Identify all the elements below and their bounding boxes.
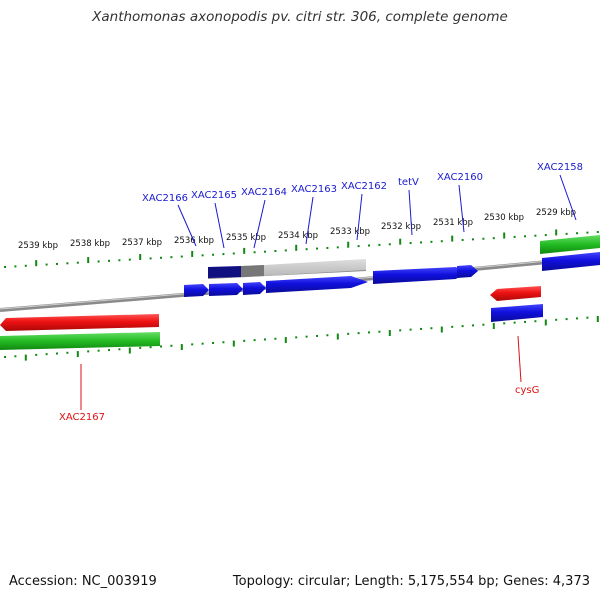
rna-track-lower [0, 332, 160, 350]
leader-line-tetv [408, 189, 413, 236]
gene-label-xac2165[interactable]: XAC2165 [191, 190, 237, 201]
gc-track-mid [241, 265, 264, 277]
scale-label-2534-kbp: 2534 kbp [278, 231, 318, 241]
gene-label-xac2164[interactable]: XAC2164 [241, 187, 287, 198]
forward-gene-labels: XAC2166 XAC2165 XAC2164 XAC2163 XAC2162 tetV X… [142, 162, 583, 249]
scale-label-2535-kbp: 2535 kbp [226, 233, 266, 243]
gc-track-dark [208, 266, 241, 278]
leader-line-xac2164 [253, 199, 266, 249]
scale-label-2531-kbp: 2531 kbp [433, 218, 473, 228]
leader-line-xac2163 [305, 196, 314, 245]
gc-track-light [264, 259, 366, 276]
leader-line-cysg [517, 335, 522, 383]
leader-line-xac2165 [214, 202, 225, 249]
rna-track-upper [540, 235, 600, 254]
scale-label-2539-kbp: 2539 kbp [18, 241, 58, 251]
gene-arrow-xac2165[interactable] [209, 283, 243, 296]
leader-line-xac2158 [559, 174, 577, 221]
gene-arrow-xac2163[interactable] [266, 276, 368, 293]
page-title: Xanthomonas axonopodis pv. citri str. 30… [92, 9, 508, 25]
gene-label-xac2162[interactable]: XAC2162 [341, 181, 387, 192]
reverse-gene-labels: XAC2167 cysG [59, 335, 539, 423]
accession-label: Accession: NC_003919 [9, 574, 157, 589]
scale-ticks [4, 229, 599, 361]
gene-label-xac2160[interactable]: XAC2160 [437, 172, 483, 183]
gene-arrow-xac2160[interactable] [457, 265, 478, 278]
leader-line-xac2160 [458, 184, 465, 233]
scale-label-2532-kbp: 2532 kbp [381, 222, 421, 232]
gene-label-xac2166[interactable]: XAC2166 [142, 193, 188, 204]
gene-arrow-xac2167[interactable] [0, 314, 159, 331]
leader-line-xac2166 [177, 204, 197, 247]
scale-label-2533-kbp: 2533 kbp [330, 227, 370, 237]
scale-label-2538-kbp: 2538 kbp [70, 239, 110, 249]
gene-arrow-xac2166[interactable] [184, 284, 209, 297]
gene-arrow-tetv[interactable] [373, 267, 464, 284]
gene-label-tetv[interactable]: tetV [398, 177, 419, 188]
gene-arrow-xac2158[interactable] [542, 252, 600, 271]
gene-arrow-xac2164[interactable] [243, 282, 266, 295]
gene-arrow-cysg[interactable] [490, 286, 541, 301]
leader-line-xac2162 [356, 193, 363, 241]
scale-label-2530-kbp: 2530 kbp [484, 213, 524, 223]
gene-label-xac2167[interactable]: XAC2167 [59, 412, 105, 423]
gene-label-xac2163[interactable]: XAC2163 [291, 184, 337, 195]
gene-label-cysg[interactable]: cysG [515, 385, 539, 396]
scale-label-2537-kbp: 2537 kbp [122, 238, 162, 248]
topology-label: Topology: circular; Length: 5,175,554 bp… [232, 574, 590, 589]
gene-block-lower-blue[interactable] [491, 304, 543, 322]
gene-label-xac2158[interactable]: XAC2158 [537, 162, 583, 173]
scale-label-2529-kbp: 2529 kbp [536, 208, 576, 218]
scale-labels: 2539 kbp 2538 kbp 2537 kbp 2536 kbp 2535 kbp… [18, 208, 576, 251]
